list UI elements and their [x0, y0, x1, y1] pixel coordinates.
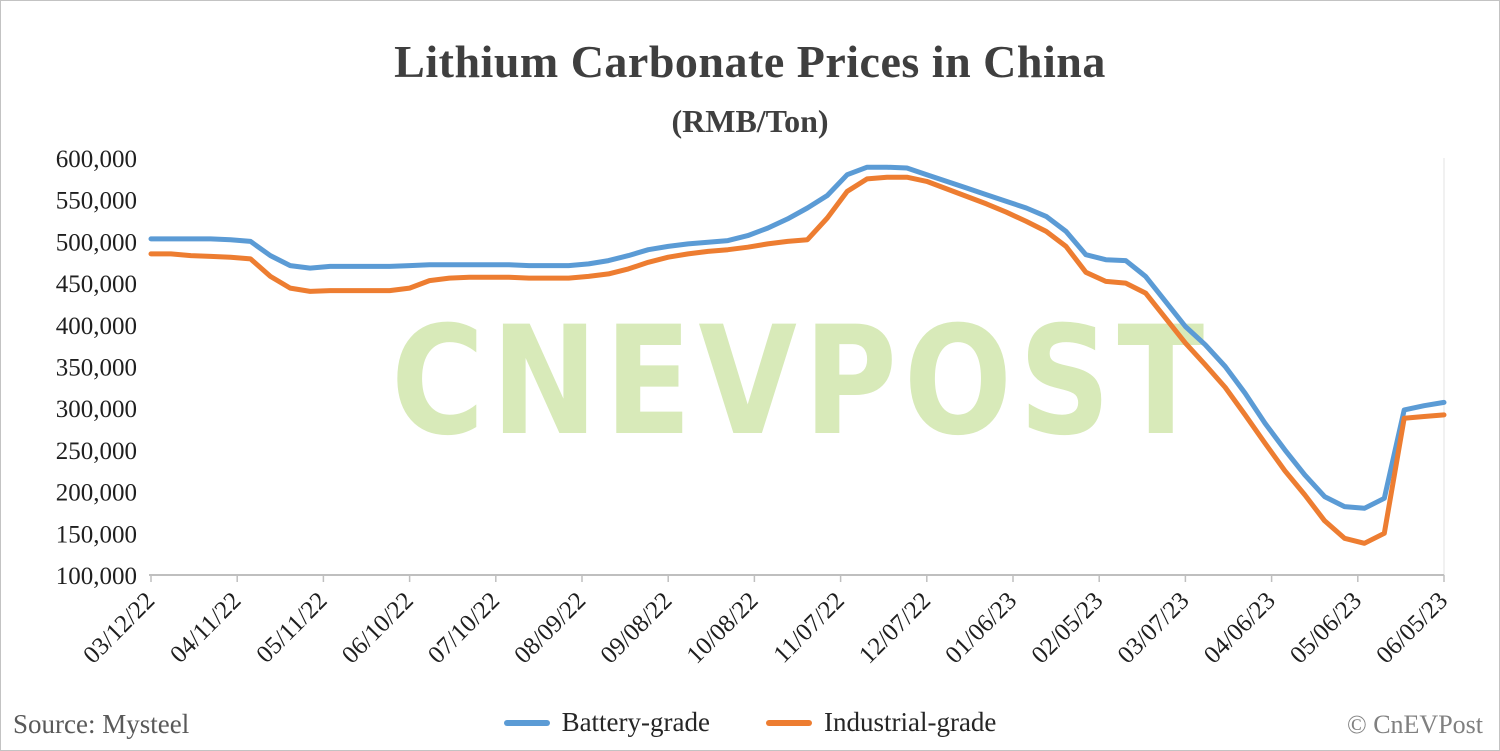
- chart-title: Lithium Carbonate Prices in China: [394, 36, 1106, 87]
- battery-grade-line-swatch: [503, 719, 550, 726]
- y-axis-label: 400,000: [56, 313, 137, 340]
- y-axis-label: 350,000: [56, 355, 137, 382]
- y-axis-label: 200,000: [56, 480, 137, 507]
- source-note: Source: Mysteel: [13, 709, 190, 739]
- y-axis-label: 250,000: [56, 438, 137, 465]
- x-axis-label: 12/07/22: [854, 587, 936, 669]
- industrial-grade-line-swatch: [765, 719, 812, 726]
- x-axis-label: 07/10/22: [423, 587, 505, 669]
- y-axis-label: 500,000: [56, 229, 137, 256]
- x-axis-label: 05/06/23: [1285, 587, 1367, 669]
- x-axis-label: 11/07/22: [769, 587, 850, 668]
- legend-label-battery-grade: Battery-grade: [561, 707, 710, 737]
- chart-subtitle: (RMB/Ton): [671, 103, 829, 139]
- x-axis-label: 03/07/23: [1113, 587, 1195, 669]
- legend-item-battery-grade: Battery-grade: [503, 707, 710, 738]
- y-axis-label: 450,000: [56, 271, 137, 298]
- y-axis-label: 150,000: [56, 521, 137, 548]
- y-axis-label: 600,000: [56, 146, 137, 173]
- x-axis-label: 10/08/22: [682, 587, 764, 669]
- x-axis-label: 09/08/22: [595, 587, 677, 669]
- x-axis-label: 06/05/23: [1371, 587, 1453, 669]
- legend-label-industrial-grade: Industrial-grade: [823, 707, 997, 737]
- x-axis-label: 04/06/23: [1199, 587, 1281, 669]
- x-axis-label: 01/06/23: [940, 587, 1022, 669]
- x-axis-label: 04/11/22: [165, 587, 246, 668]
- x-axis-label: 08/09/22: [509, 587, 591, 669]
- x-axis-label: 06/10/22: [337, 587, 419, 669]
- battery-grade-line: [148, 164, 1447, 511]
- y-axis-label: 100,000: [56, 563, 137, 590]
- industrial-grade-line: [148, 174, 1447, 546]
- legend: Battery-grade Industrial-grade: [1, 707, 1499, 738]
- x-axis-label: 05/11/22: [251, 587, 332, 668]
- y-axis-label: 550,000: [56, 188, 137, 215]
- legend-item-industrial-grade: Industrial-grade: [765, 707, 997, 738]
- y-axis-label: 300,000: [56, 396, 137, 423]
- x-axis-label: 02/05/23: [1026, 587, 1108, 669]
- x-axis-label: 03/12/22: [78, 587, 160, 669]
- watermark-text: CNEVPOST: [391, 295, 1211, 469]
- copyright-note: © CnEVPost: [1346, 710, 1483, 739]
